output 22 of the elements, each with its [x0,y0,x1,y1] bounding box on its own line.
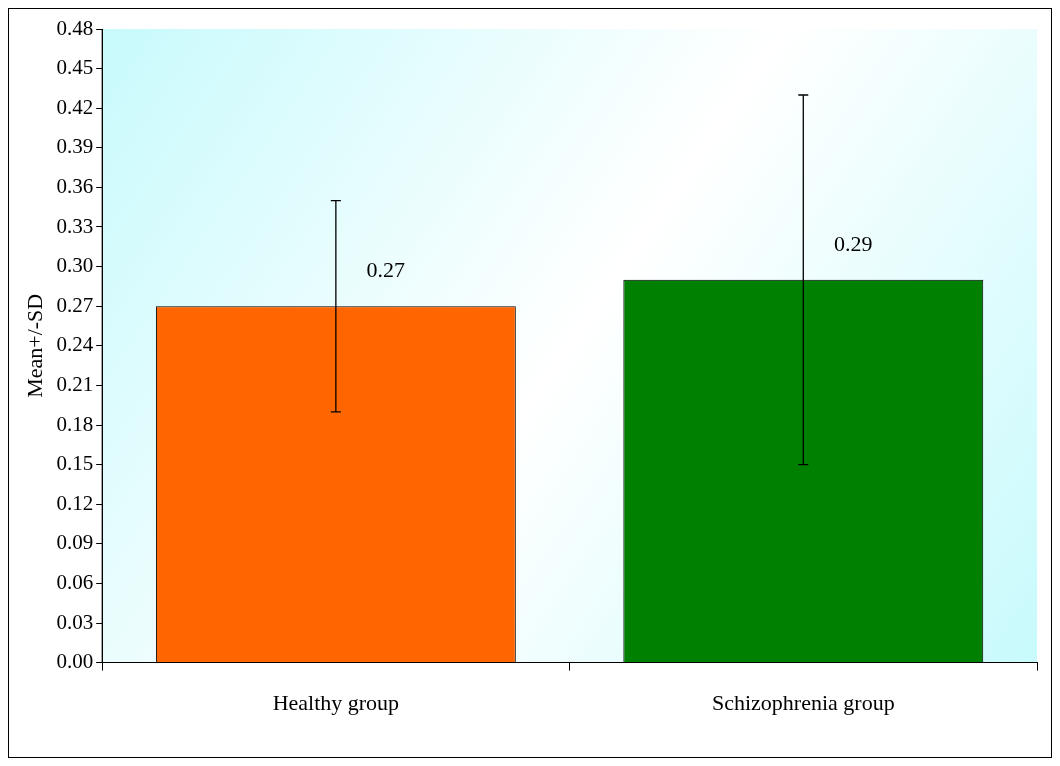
data-label: 0.29 [834,230,873,256]
y-tick-label: 0.36 [56,173,94,198]
y-tick-label: 0.39 [56,134,94,159]
y-tick-label: 0.06 [56,569,94,594]
y-tick-label: 0.09 [56,530,94,555]
y-tick-label: 0.42 [56,94,94,119]
y-tick-label: 0.18 [56,411,94,436]
y-tick-label: 0.33 [56,213,94,238]
y-tick-label: 0.12 [56,490,94,515]
x-tick-label: Schizophrenia group [711,689,895,715]
y-tick-label: 0.21 [56,371,94,396]
y-axis-title: Mean+/-SD [21,293,47,398]
y-tick-label: 0.00 [56,649,94,674]
y-tick-label: 0.03 [56,609,94,634]
y-tick-label: 0.27 [56,292,94,317]
y-tick-label: 0.48 [56,15,94,40]
x-tick-label: Healthy group [272,689,400,715]
y-tick-label: 0.45 [56,55,94,80]
y-tick-label: 0.15 [56,451,94,476]
y-tick-label: 0.24 [56,332,94,357]
y-tick-label: 0.30 [56,253,94,278]
data-label: 0.27 [366,256,406,282]
